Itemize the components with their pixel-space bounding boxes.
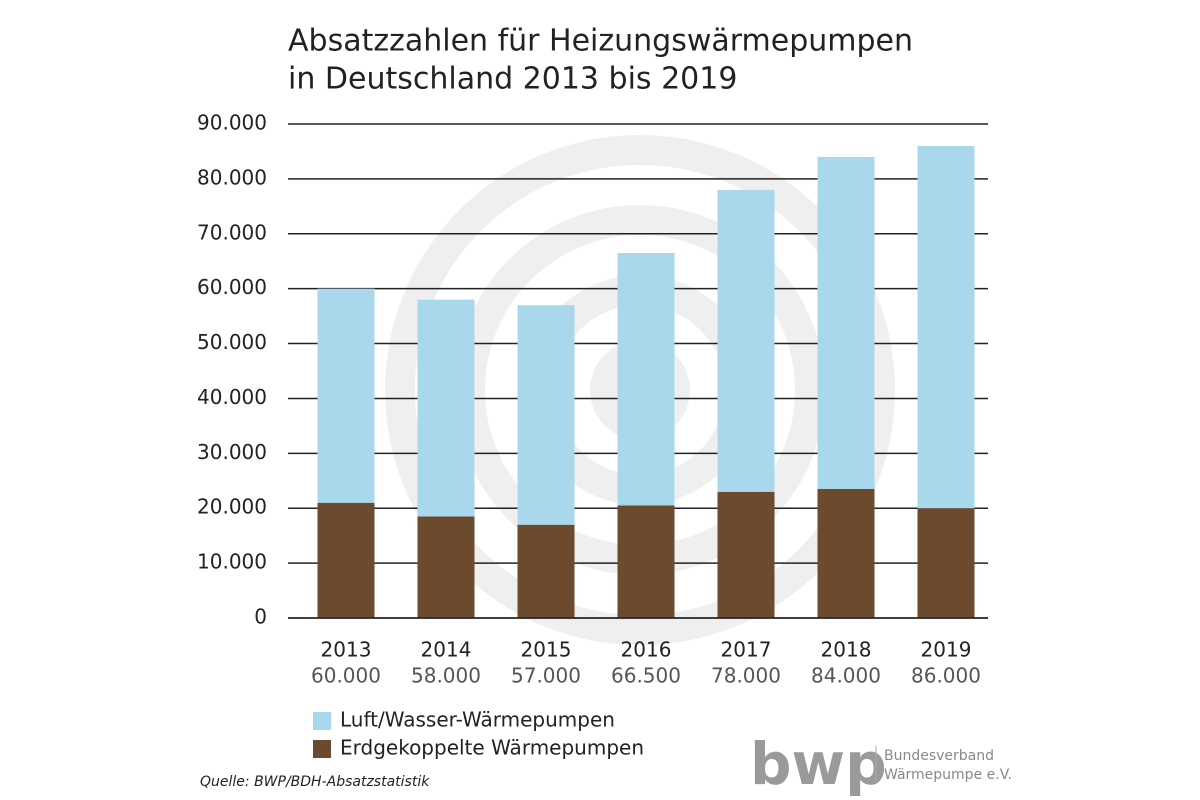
total-label: 78.000	[711, 664, 781, 688]
y-tick-label: 70.000	[197, 220, 267, 244]
y-tick-label: 0	[254, 605, 267, 629]
total-label: 86.000	[911, 664, 981, 688]
bar-segment	[917, 145, 975, 509]
bar-segment	[817, 489, 875, 618]
y-tick-label: 50.000	[197, 330, 267, 354]
bar-segment	[917, 508, 975, 618]
x-tick-label: 2013	[321, 638, 372, 662]
chart-title: Absatzzahlen für Heizungswärmepumpen	[288, 24, 913, 59]
y-tick-label: 60.000	[197, 275, 267, 299]
legend-label: Erdgekoppelte Wärmepumpen	[340, 736, 644, 760]
logo-org: Bundesverband	[884, 748, 994, 764]
x-tick-label: 2017	[721, 638, 772, 662]
bar-segment	[717, 189, 775, 492]
bar-segment	[517, 524, 575, 618]
y-tick-label: 40.000	[197, 385, 267, 409]
logo-org: Wärmepumpe e.V.	[884, 767, 1012, 783]
total-label: 57.000	[511, 664, 581, 688]
bar-segment	[317, 288, 375, 503]
chart-title: in Deutschland 2013 bis 2019	[288, 62, 737, 97]
y-tick-label: 80.000	[197, 165, 267, 189]
total-label: 84.000	[811, 664, 881, 688]
source: Quelle: BWP/BDH-Absatzstatistik	[200, 774, 430, 790]
bar-segment	[617, 252, 675, 506]
bar-segment	[417, 516, 475, 618]
y-tick-label: 10.000	[197, 550, 267, 574]
legend-swatch	[313, 712, 331, 730]
y-tick-label: 30.000	[197, 440, 267, 464]
x-tick-label: 2018	[821, 638, 872, 662]
y-tick-label: 90.000	[197, 111, 267, 135]
x-tick-label: 2014	[421, 638, 472, 662]
x-tick-label: 2016	[621, 638, 672, 662]
bar-segment	[817, 156, 875, 490]
y-tick-label: 20.000	[197, 495, 267, 519]
total-label: 66.500	[611, 664, 681, 688]
bar-segment	[417, 299, 475, 517]
total-label: 58.000	[411, 664, 481, 688]
bar-segment	[317, 502, 375, 618]
logo: bwp	[750, 730, 887, 798]
bar-segment	[717, 491, 775, 618]
bar-segment	[617, 505, 675, 618]
legend-label: Luft/Wasser-Wärmepumpen	[340, 708, 615, 732]
total-label: 60.000	[311, 664, 381, 688]
x-tick-label: 2019	[921, 638, 972, 662]
bar-segment	[517, 305, 575, 525]
legend-swatch	[313, 740, 331, 758]
x-tick-label: 2015	[521, 638, 572, 662]
